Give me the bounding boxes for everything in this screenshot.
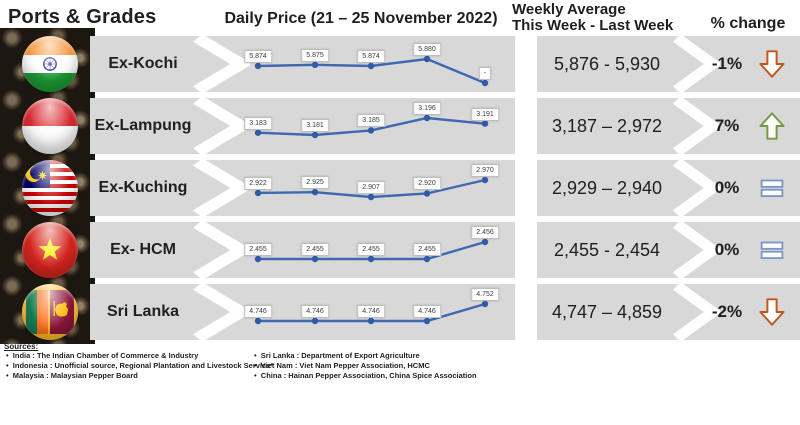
pct-change-value: 0% [714,178,740,197]
data-point-label: 5.874 [357,50,385,63]
port-row: Ex- HCM 2.455 2.455 2.455 2.455 2.456 2,455 … [0,222,800,278]
chevron-separator-icon [672,284,720,340]
source-item: China : Hainan Pepper Association, China… [254,371,554,381]
data-point-label: 2.925 [301,176,329,190]
panel-gap [515,160,537,216]
equals-icon [757,173,787,203]
port-label: Ex-Kochi [108,55,178,72]
data-point-label: 4.746 [357,305,385,318]
data-point-label: 2.970 [471,164,499,177]
data-point-label: 5.880 [413,43,441,56]
source-item: Viet Nam : Viet Nam Pepper Association, … [254,361,554,371]
weekly-average-header-line2: This Week - Last Week [512,17,674,34]
panel-gap [515,284,537,340]
port-label: Ex-Kuching [98,179,188,196]
port-row: Ex-Kuching 2.922 2.925 2.907 2.920 2.970 2,9… [0,160,800,216]
daily-price-sparkline: 2.922 2.925 2.907 2.920 2.970 [205,160,517,216]
source-item: Sri Lanka : Department of Export Agricul… [254,351,554,361]
srilanka-flag-icon [22,284,78,340]
data-point-label: 5.874 [244,50,272,63]
chevron-separator-icon [672,36,720,92]
chevron-separator-icon [193,36,250,92]
data-point-label: 3.196 [413,102,441,115]
vietnam-flag-icon [22,222,78,278]
weekly-average-value: 3,187 – 2,972 [551,115,663,136]
pct-change-value: 7% [714,116,740,135]
pct-change-value: 0% [714,240,740,259]
data-point-label: 2.456 [471,226,499,239]
data-point-label: 2.455 [301,243,329,256]
sources-right-column: Sri Lanka : Department of Export Agricul… [254,351,554,381]
data-point-label: 4.746 [244,305,272,318]
pct-change-header: % change [710,15,786,32]
weekly-average-header-line1: Weekly Average [512,1,626,18]
daily-price-sparkline: 4.746 4.746 4.746 4.746 4.752 [205,284,517,340]
panel-gap [515,36,537,92]
port-row: Ex-Lampung 3.183 3.181 3.185 3.196 3.191 3,1… [0,98,800,154]
sources-left-column: India : The Indian Chamber of Commerce &… [6,351,273,381]
indonesia-flag-icon [22,98,78,154]
data-point-label: 4.746 [301,305,329,318]
weekly-average-value: 2,929 – 2,940 [551,177,663,198]
pct-change-value: -1% [711,54,743,73]
malaysia-flag-icon [22,160,78,216]
data-point-label: 2.455 [357,243,385,256]
chevron-separator-icon [193,160,250,216]
data-point-label: 2.920 [413,177,441,191]
data-point-label: 3.183 [244,116,272,130]
data-point-label: 5.875 [301,48,329,62]
data-point-label: 2.455 [413,243,441,256]
down-arrow-icon [757,49,787,79]
data-point-label: 4.746 [413,305,441,318]
chevron-separator-icon [193,284,250,340]
up-arrow-icon [757,111,787,141]
port-row: Ex-Kochi 5.874 5.875 5.874 5.880 - 5,876 - 5… [0,36,800,92]
chevron-separator-icon [193,98,250,154]
daily-price-sparkline: 3.183 3.181 3.185 3.196 3.191 [205,98,517,154]
weekly-average-value: 5,876 - 5,930 [553,53,661,74]
daily-price-sparkline: 5.874 5.875 5.874 5.880 - [205,36,517,92]
port-rows: Ex-Kochi 5.874 5.875 5.874 5.880 - 5,876 - 5… [0,36,800,346]
chevron-separator-icon [672,160,720,216]
ports-grades-header: Ports & Grades [8,6,157,28]
port-label: Ex- HCM [110,241,176,258]
source-item: Indonesia : Unofficial source, Regional … [6,361,273,371]
chevron-separator-icon [672,98,720,154]
down-arrow-icon [757,297,787,327]
port-label: Sri Lanka [106,303,180,320]
daily-price-sparkline: 2.455 2.455 2.455 2.455 2.456 [205,222,517,278]
data-point-label: 4.752 [471,288,499,301]
port-row: Sri Lanka 4.746 4.746 4.746 4.746 4.752 4,74… [0,284,800,340]
weekly-average-header: Weekly Average This Week - Last Week [512,2,673,34]
daily-price-header: Daily Price (21 – 25 November 2022) [224,10,498,27]
data-point-label: 3.181 [301,119,329,132]
sources-title: Sources: [4,342,39,351]
pct-change-value: -2% [711,302,743,321]
data-point-label: 3.191 [471,107,499,121]
source-item: Malaysia : Malaysian Pepper Board [6,371,252,381]
panel-gap [515,98,537,154]
data-point-label: 3.185 [357,114,385,128]
data-point-label: 2.922 [244,176,272,190]
equals-icon [757,235,787,265]
panel-gap [515,222,537,278]
data-point-label: - [478,67,492,80]
weekly-average-value: 2,455 - 2,454 [553,239,661,260]
source-item: India : The Indian Chamber of Commerce &… [6,351,252,361]
data-point-label: 2.455 [244,243,272,256]
india-flag-icon [22,36,78,92]
chevron-separator-icon [672,222,720,278]
weekly-average-value: 4,747 – 4,859 [551,301,663,322]
port-label: Ex-Lampung [94,117,192,134]
data-point-label: 2.907 [357,181,385,194]
chevron-separator-icon [193,222,250,278]
